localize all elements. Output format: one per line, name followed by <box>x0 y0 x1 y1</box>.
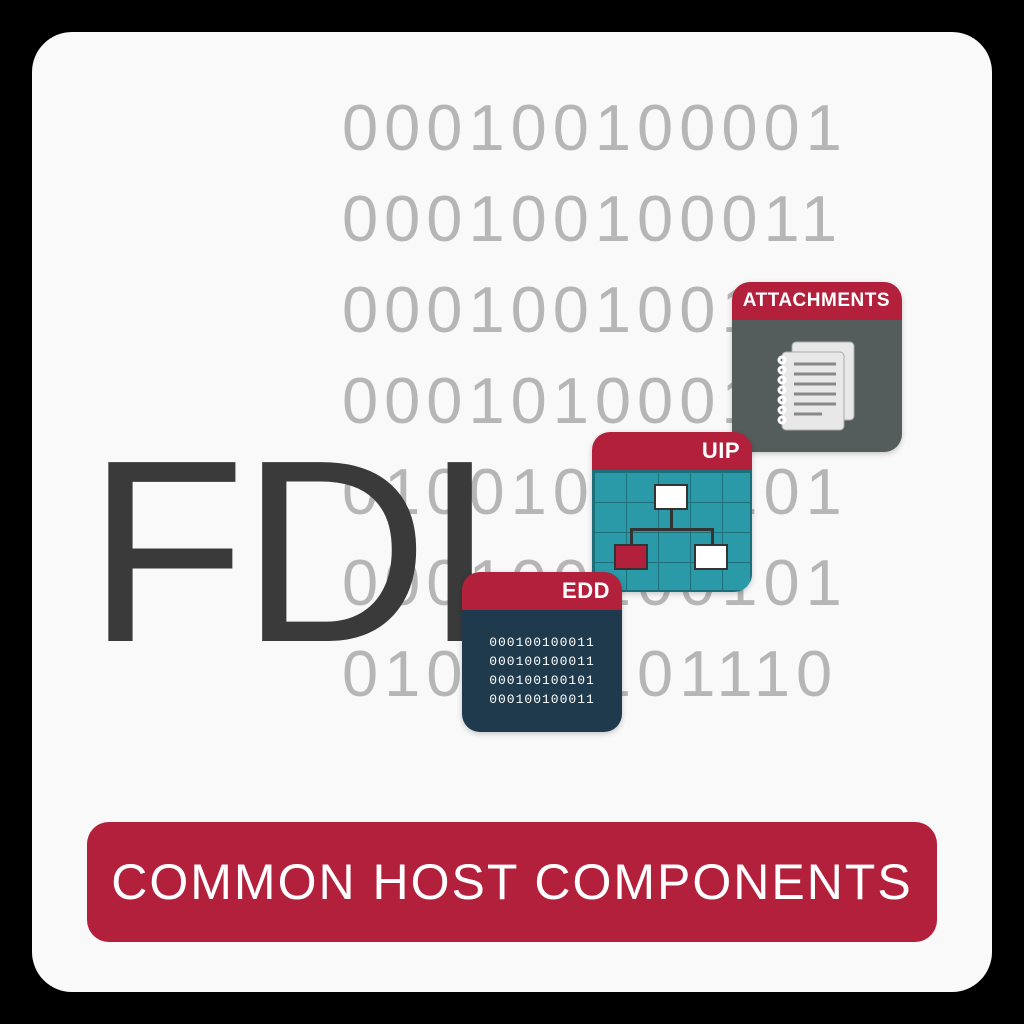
uip-connector-icon <box>670 510 673 528</box>
tile-label: EDD <box>562 578 610 604</box>
title-banner: COMMON HOST COMPONENTS <box>87 822 937 942</box>
tile-label: UIP <box>702 438 740 464</box>
edd-binary-line: 000100100101 <box>489 673 595 688</box>
uip-connector-icon <box>630 528 633 546</box>
edd-binary-line: 000100100011 <box>489 635 595 650</box>
edd-binary-line: 000100100011 <box>489 654 595 669</box>
uip-connector-icon <box>711 528 714 546</box>
fdi-title: FDI <box>87 422 491 682</box>
edd-binary-line: 000100100011 <box>489 692 595 707</box>
tile-attachments: ATTACHMENTS <box>732 282 902 452</box>
binary-line: 000100100001 <box>342 82 942 173</box>
uip-connector-icon <box>630 528 714 531</box>
uip-node-icon <box>694 544 728 570</box>
tile-edd: EDD 000100100011 000100100011 0001001001… <box>462 572 622 732</box>
uip-node-icon <box>654 484 688 510</box>
infographic-card: 000100100001 000100100011 000100100101 0… <box>32 32 992 992</box>
binary-line: 000100100011 <box>342 173 942 264</box>
tile-header: EDD <box>462 572 622 610</box>
tile-uip: UIP <box>592 432 752 592</box>
tile-body <box>592 470 752 592</box>
tile-header: UIP <box>592 432 752 470</box>
tile-body <box>732 320 902 452</box>
tile-label: ATTACHMENTS <box>743 290 890 312</box>
uip-node-icon <box>614 544 648 570</box>
tile-header: ATTACHMENTS <box>732 282 902 320</box>
documents-icon <box>762 336 872 436</box>
banner-text: COMMON HOST COMPONENTS <box>111 853 912 911</box>
tile-body: 000100100011 000100100011 000100100101 0… <box>462 610 622 732</box>
